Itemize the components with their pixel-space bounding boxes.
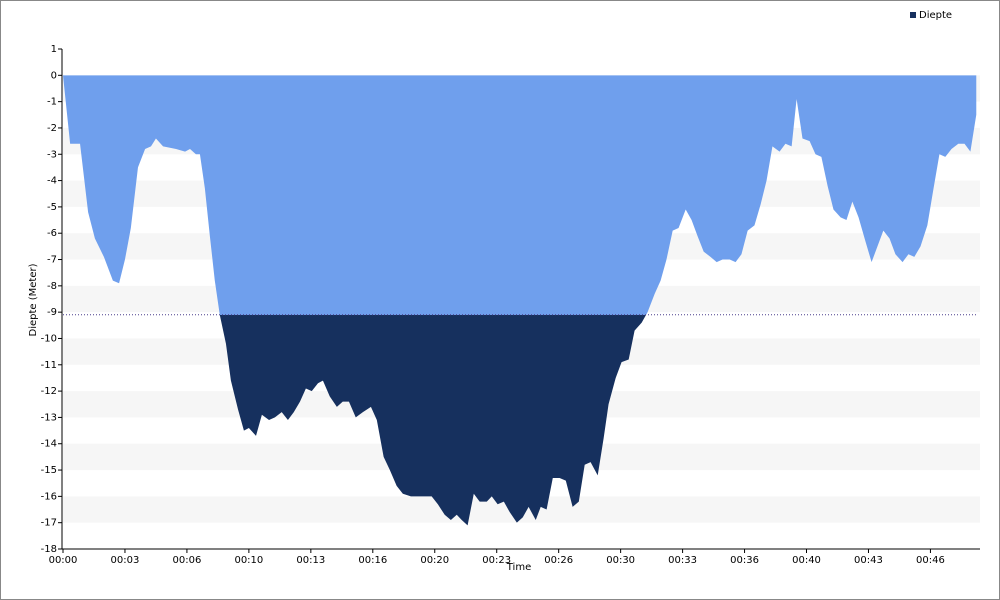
- y-axis-label: Diepte (Meter): [28, 263, 39, 336]
- x-tick-label: 00:33: [668, 555, 697, 566]
- area: [63, 75, 977, 526]
- y-tick-label: -6: [47, 228, 57, 239]
- y-tick-label: 0: [51, 70, 57, 81]
- x-tick-label: 00:46: [916, 555, 945, 566]
- y-tick-label: -1: [47, 97, 57, 108]
- x-tick-label: 00:43: [854, 555, 883, 566]
- y-tick-label: -8: [47, 281, 57, 292]
- y-tick-label: -14: [41, 439, 57, 450]
- legend-marker: [910, 12, 916, 18]
- y-tick-label: -18: [41, 544, 57, 555]
- y-tick-label: -13: [41, 412, 57, 423]
- y-tick-label: 1: [51, 44, 57, 55]
- y-tick-label: -17: [41, 518, 57, 529]
- y-tick-label: -11: [41, 360, 57, 371]
- y-tick-label: -15: [41, 465, 57, 476]
- y-tick-label: -5: [47, 202, 57, 213]
- x-axis-label: Time: [506, 562, 531, 573]
- x-tick-label: 00:20: [420, 555, 449, 566]
- x-tick-label: 00:00: [49, 555, 78, 566]
- x-tick-label: 00:13: [296, 555, 325, 566]
- x-tick-label: 00:23: [482, 555, 511, 566]
- x-tick-label: 00:40: [792, 555, 821, 566]
- x-tick-label: 00:26: [544, 555, 573, 566]
- y-tick-label: -7: [47, 255, 57, 266]
- y-tick-label: -9: [47, 307, 57, 318]
- x-tick-label: 00:06: [173, 555, 202, 566]
- y-tick-label: -2: [47, 123, 57, 134]
- legend-label: Diepte: [919, 10, 952, 21]
- y-tick-label: -16: [41, 491, 57, 502]
- x-tick-label: 00:16: [358, 555, 387, 566]
- x-tick-label: 00:10: [234, 555, 263, 566]
- x-tick-label: 00:03: [111, 555, 140, 566]
- x-tick-label: 00:36: [730, 555, 759, 566]
- y-tick-label: -4: [47, 176, 57, 187]
- y-tick-label: -12: [41, 386, 57, 397]
- y-tick-label: -10: [41, 333, 57, 344]
- y-tick-label: -3: [47, 149, 57, 160]
- x-tick-label: 00:30: [606, 555, 635, 566]
